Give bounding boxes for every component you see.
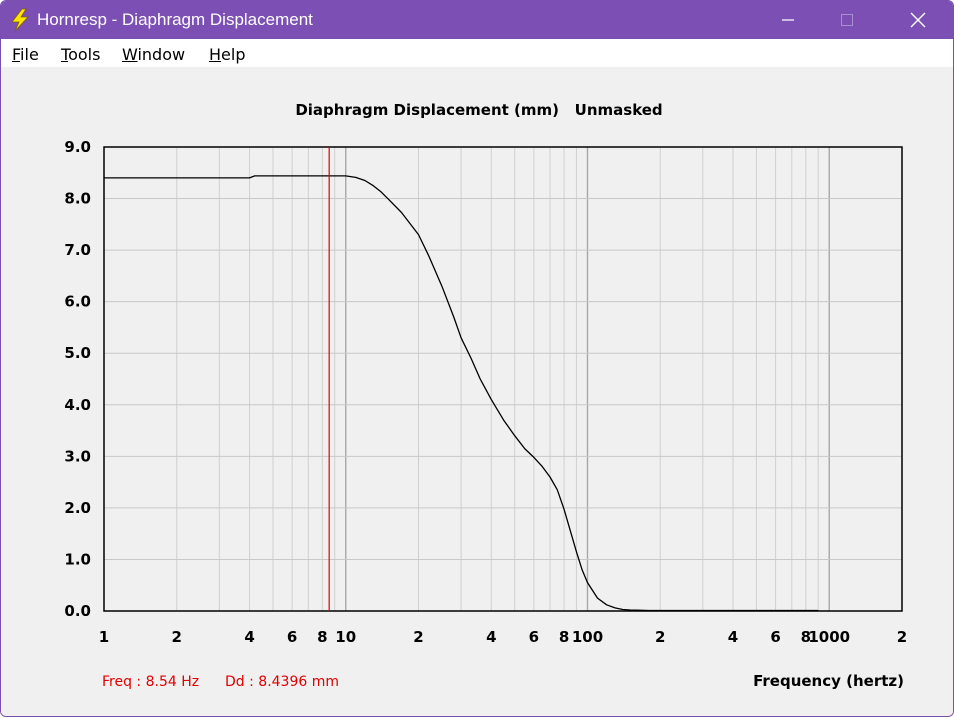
y-tick-label: 1.0 bbox=[64, 550, 91, 568]
y-tick-label: 7.0 bbox=[64, 241, 91, 259]
chart-title: Diaphragm Displacement (mm) Unmasked bbox=[295, 101, 662, 119]
title-bar[interactable]: Hornresp - Diaphragm Displacement bbox=[1, 1, 953, 39]
y-tick-label: 8.0 bbox=[64, 190, 91, 208]
menu-tools[interactable]: Tools bbox=[61, 45, 101, 64]
x-tick-label: 2 bbox=[655, 628, 665, 646]
x-tick-label: 6 bbox=[529, 628, 539, 646]
displacement-chart[interactable]: 0.0 1.0 2.0 3.0 4.0 5.0 6.0 7.0 8.0 9.0 1 2 4 6 8 10 2 4… bbox=[1, 67, 953, 716]
y-tick-label: 9.0 bbox=[64, 138, 91, 156]
grid-vertical bbox=[176, 147, 830, 611]
x-axis-label: Frequency (hertz) bbox=[753, 672, 904, 690]
close-icon bbox=[910, 12, 926, 28]
y-tick-labels: 0.0 1.0 2.0 3.0 4.0 5.0 6.0 7.0 8.0 9.0 bbox=[64, 138, 91, 620]
x-tick-label: 1 bbox=[99, 628, 109, 646]
x-tick-label: 4 bbox=[244, 628, 254, 646]
menu-help-rest: elp bbox=[221, 45, 246, 64]
maximize-icon bbox=[841, 14, 853, 26]
close-button[interactable] bbox=[895, 1, 941, 39]
x-tick-label: 2 bbox=[897, 628, 907, 646]
x-tick-label: 4 bbox=[728, 628, 738, 646]
series-group bbox=[104, 175, 819, 612]
menu-window[interactable]: Window bbox=[122, 45, 186, 64]
dd-readout: Dd : 8.4396 mm bbox=[225, 674, 339, 690]
y-tick-label: 4.0 bbox=[64, 396, 91, 414]
minimize-button[interactable] bbox=[765, 1, 811, 39]
minimize-icon bbox=[782, 19, 794, 21]
menu-file-rest: ile bbox=[20, 45, 39, 64]
x-tick-label: 10 bbox=[335, 628, 356, 646]
x-tick-label: 6 bbox=[770, 628, 780, 646]
x-tick-label: 2 bbox=[172, 628, 182, 646]
menu-tools-rest: ools bbox=[68, 45, 101, 64]
x-tick-label: 1000 bbox=[808, 628, 850, 646]
x-tick-label: 4 bbox=[486, 628, 496, 646]
menu-bar: File Tools Window Help bbox=[1, 39, 953, 67]
plot-frame bbox=[103, 146, 903, 612]
grid-horizontal bbox=[104, 198, 902, 560]
x-tick-label: 8 bbox=[317, 628, 327, 646]
y-tick-label: 2.0 bbox=[64, 499, 91, 517]
x-tick-label: 100 bbox=[572, 628, 603, 646]
menu-help[interactable]: Help bbox=[209, 45, 246, 64]
menu-window-rest: indow bbox=[137, 45, 186, 64]
x-tick-label: 6 bbox=[287, 628, 297, 646]
lightning-bolt-icon bbox=[11, 8, 29, 32]
series-line bbox=[104, 175, 819, 612]
x-tick-label: 8 bbox=[801, 628, 811, 646]
chart-area[interactable]: 0.0 1.0 2.0 3.0 4.0 5.0 6.0 7.0 8.0 9.0 1 2 4 6 8 10 2 4… bbox=[1, 67, 953, 716]
x-tick-label: 8 bbox=[559, 628, 569, 646]
y-tick-label: 3.0 bbox=[64, 447, 91, 465]
maximize-button[interactable] bbox=[824, 1, 870, 39]
y-tick-label: 6.0 bbox=[64, 293, 91, 311]
menu-file[interactable]: File bbox=[12, 45, 39, 64]
y-tick-label: 5.0 bbox=[64, 344, 91, 362]
window-title: Hornresp - Diaphragm Displacement bbox=[37, 10, 313, 29]
freq-readout: Freq : 8.54 Hz bbox=[102, 674, 199, 690]
y-tick-label: 0.0 bbox=[64, 602, 91, 620]
x-tick-label: 2 bbox=[413, 628, 423, 646]
